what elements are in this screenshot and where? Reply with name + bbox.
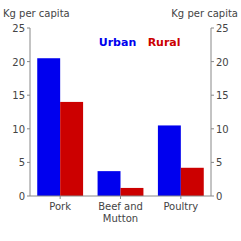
tick-mark	[120, 196, 121, 199]
legend-entry: Rural	[148, 36, 181, 49]
bar	[121, 188, 144, 196]
y-axis-line	[30, 28, 31, 196]
bar	[37, 58, 60, 196]
tick-label: 25	[12, 23, 25, 34]
bar	[98, 171, 121, 196]
tick-label: 20	[12, 57, 25, 68]
chart-container: 0 5 10 15 20 25 0 5 10 15 20 25 Pork Beef andMutton Po…	[0, 0, 241, 241]
bar	[60, 102, 83, 196]
bar	[181, 168, 204, 196]
legend-entry: Urban	[99, 36, 137, 49]
y2-axis-line	[211, 28, 212, 196]
tick-label: 25	[216, 23, 229, 34]
tick-label: 10	[216, 124, 229, 135]
category-label: Pork	[49, 201, 71, 212]
chart: 0 5 10 15 20 25 0 5 10 15 20 25 Pork Beef andMutton Po…	[0, 0, 241, 241]
tick-label: 15	[216, 90, 229, 101]
y-axis-label: Kg per capita	[3, 8, 70, 19]
bar	[158, 125, 181, 196]
tick-label: 10	[12, 124, 25, 135]
category-label: Beef andMutton	[98, 201, 143, 224]
category-label: Poultry	[163, 201, 198, 212]
tick-mark	[60, 196, 61, 199]
tick-label: 15	[12, 90, 25, 101]
tick-label: 0	[19, 191, 25, 202]
bars	[37, 58, 204, 196]
tick-label: 5	[19, 157, 25, 168]
tick-label: 5	[216, 157, 222, 168]
y2-axis-label: Kg per capita	[171, 8, 238, 19]
tick-mark	[180, 196, 181, 199]
tick-label: 20	[216, 57, 229, 68]
tick-label: 0	[216, 191, 222, 202]
